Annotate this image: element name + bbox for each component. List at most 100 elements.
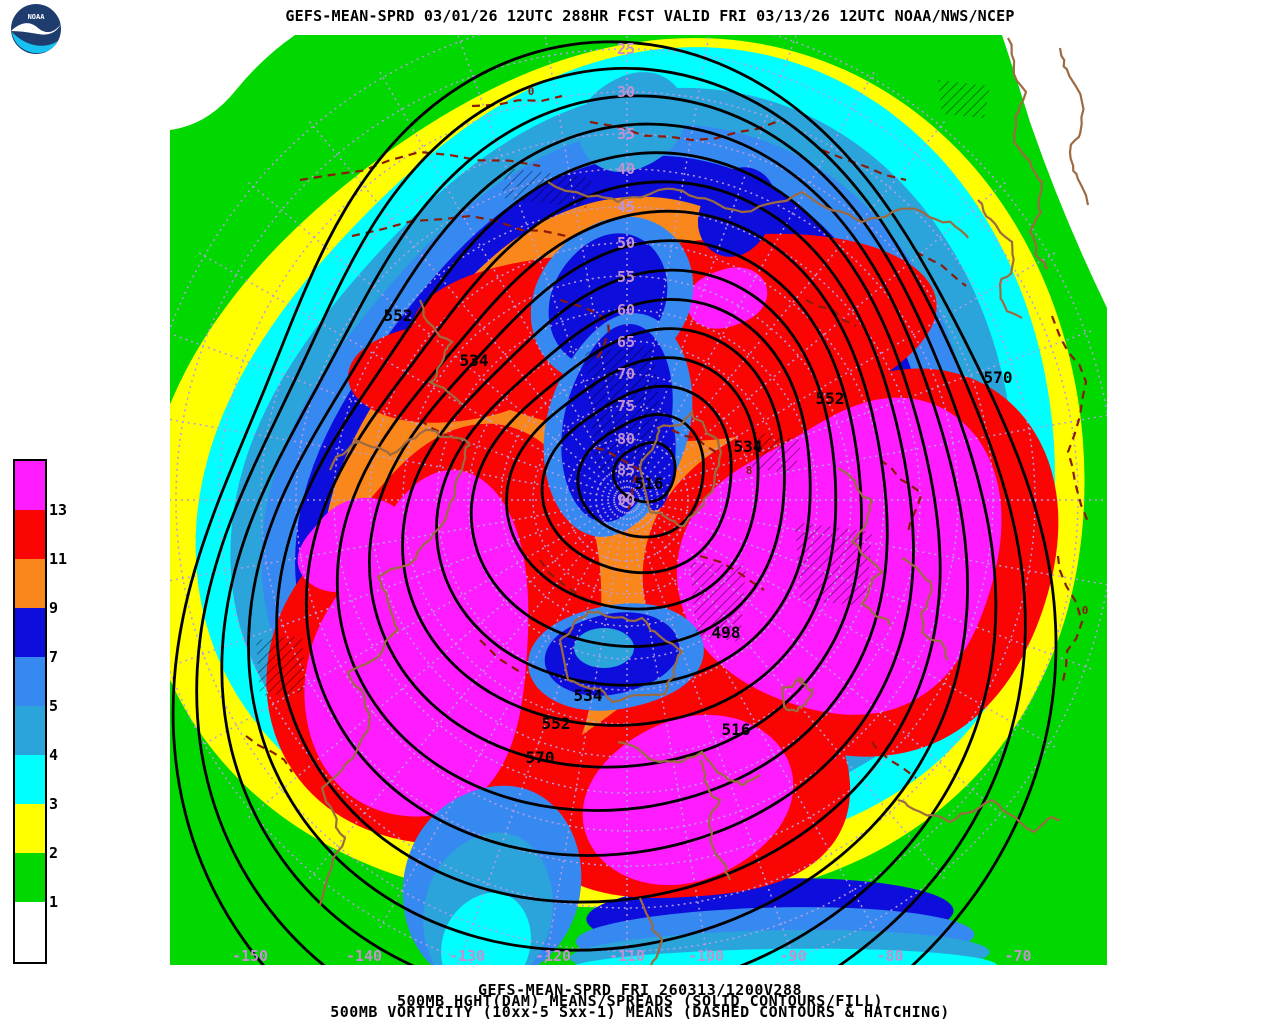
white-corner-top-right xyxy=(1002,35,1107,308)
graticule-meridian xyxy=(626,35,798,501)
height-contour xyxy=(469,327,786,648)
coastline xyxy=(780,675,814,713)
legend-segment-blue: 5 xyxy=(15,657,58,715)
contour-label: 534 xyxy=(460,351,489,370)
lat-label: 70 xyxy=(617,365,635,383)
graticule-meridian xyxy=(626,499,1107,586)
vorticity-contour xyxy=(821,148,907,182)
graticule-meridian xyxy=(626,499,710,965)
height-contour xyxy=(612,441,677,504)
map-title: GEFS-MEAN-SPRD 03/01/26 12UTC 288HR FCST… xyxy=(285,7,1015,25)
contour-label: 516 xyxy=(722,720,751,739)
graticule-meridian xyxy=(378,499,628,930)
legend-segment-red: 11 xyxy=(15,510,67,568)
hatch-patch xyxy=(585,346,662,492)
fill-magenta xyxy=(582,714,794,886)
graticule-meridian xyxy=(626,499,798,965)
hatch-patch xyxy=(938,80,990,118)
noaa-logo-text: NOAA xyxy=(28,13,46,21)
graticule-parallel xyxy=(565,438,689,562)
graticule-parallel xyxy=(500,373,754,627)
coastline xyxy=(638,408,723,528)
height-contour xyxy=(540,384,733,575)
graticule-meridian xyxy=(626,499,1093,671)
lat-label: 50 xyxy=(617,234,635,252)
footer-captions: GEFS-MEAN-SPRD FRI 260313/1200V288 500MB… xyxy=(0,983,1280,1020)
graticule-parallel xyxy=(467,340,787,660)
lon-label: -70 xyxy=(1004,947,1031,965)
white-corner-top-left xyxy=(170,35,295,130)
height-contour xyxy=(505,356,760,611)
fill-magenta xyxy=(686,267,768,329)
graticule-parallel xyxy=(175,48,1079,952)
graticule-meridian xyxy=(626,120,946,501)
legend-value: 13 xyxy=(49,501,68,519)
coastline xyxy=(418,299,463,405)
graticule-meridian xyxy=(170,499,628,582)
graticule-parallel xyxy=(369,242,885,758)
legend-segment-steel: 4 xyxy=(15,706,58,764)
height-contour xyxy=(304,180,915,857)
graticule-parallel xyxy=(532,405,722,595)
lon-label: -120 xyxy=(535,947,571,965)
vorticity-contour xyxy=(589,120,777,142)
legend-segment-orange: 9 xyxy=(15,559,58,617)
lon-label: -80 xyxy=(876,947,903,965)
legend-segment-cyan: 3 xyxy=(15,755,58,813)
graticule-meridian xyxy=(626,70,876,501)
lat-label: 55 xyxy=(617,268,635,286)
legend-value: 7 xyxy=(49,648,59,666)
graticule-parallel xyxy=(402,275,852,725)
vorticity-contour xyxy=(699,554,765,591)
legend-value: 1 xyxy=(49,893,59,911)
coastline xyxy=(558,610,684,704)
coastline xyxy=(638,897,664,965)
coastline xyxy=(699,759,732,881)
lat-label: 75 xyxy=(617,397,635,415)
noaa-logo-sea xyxy=(12,32,58,54)
graticule-meridian xyxy=(626,251,1057,501)
lon-label: -130 xyxy=(449,947,485,965)
coastline xyxy=(318,444,471,906)
graticule-parallel xyxy=(218,91,1036,909)
graticule-parallel xyxy=(260,133,994,867)
spread-legend-bar: 13 11 9 7 5 4 3 2 1 xyxy=(13,459,67,964)
graticule-meridian xyxy=(456,35,628,501)
lon-label: -110 xyxy=(609,947,645,965)
graticule-meridian xyxy=(247,499,628,819)
graticule-meridian xyxy=(170,499,628,668)
vorticity-contour xyxy=(915,251,967,287)
legend-value: 11 xyxy=(49,550,68,568)
vorticity-label: 0 xyxy=(1082,604,1089,617)
coastline xyxy=(901,557,949,661)
lat-label: 30 xyxy=(617,83,635,101)
lat-label: 90 xyxy=(617,491,635,509)
legend-segment-green: 1 xyxy=(15,853,58,911)
legend-value: 2 xyxy=(49,844,59,862)
fill-magenta xyxy=(297,497,407,593)
graticule-meridian xyxy=(308,120,628,501)
lon-label: -140 xyxy=(346,947,382,965)
legend-segment-white xyxy=(15,902,45,962)
coastline xyxy=(1007,37,1049,270)
vorticity-contour xyxy=(559,298,610,361)
low-spread-white-areas xyxy=(170,35,1107,308)
vorticity-contour xyxy=(299,150,541,182)
graticule-meridian xyxy=(308,499,628,880)
contour-label: 516 xyxy=(635,474,664,493)
vorticity-label: 0 xyxy=(528,85,535,98)
coastline xyxy=(897,798,1061,834)
graticule-meridian xyxy=(626,181,1007,501)
hatch-patch xyxy=(752,432,802,474)
graticule-meridian xyxy=(170,418,628,501)
graticule-meridian xyxy=(197,251,628,501)
fill-steel xyxy=(574,628,634,668)
map-labels: 5525345345525704985165345525705162530354… xyxy=(232,40,1088,965)
height-contour xyxy=(247,122,970,952)
graticule-meridian xyxy=(626,414,1107,501)
contour-label: 552 xyxy=(384,306,413,325)
coastline xyxy=(617,740,761,786)
graticule-meridian xyxy=(544,499,628,965)
height-contours xyxy=(171,40,1058,965)
